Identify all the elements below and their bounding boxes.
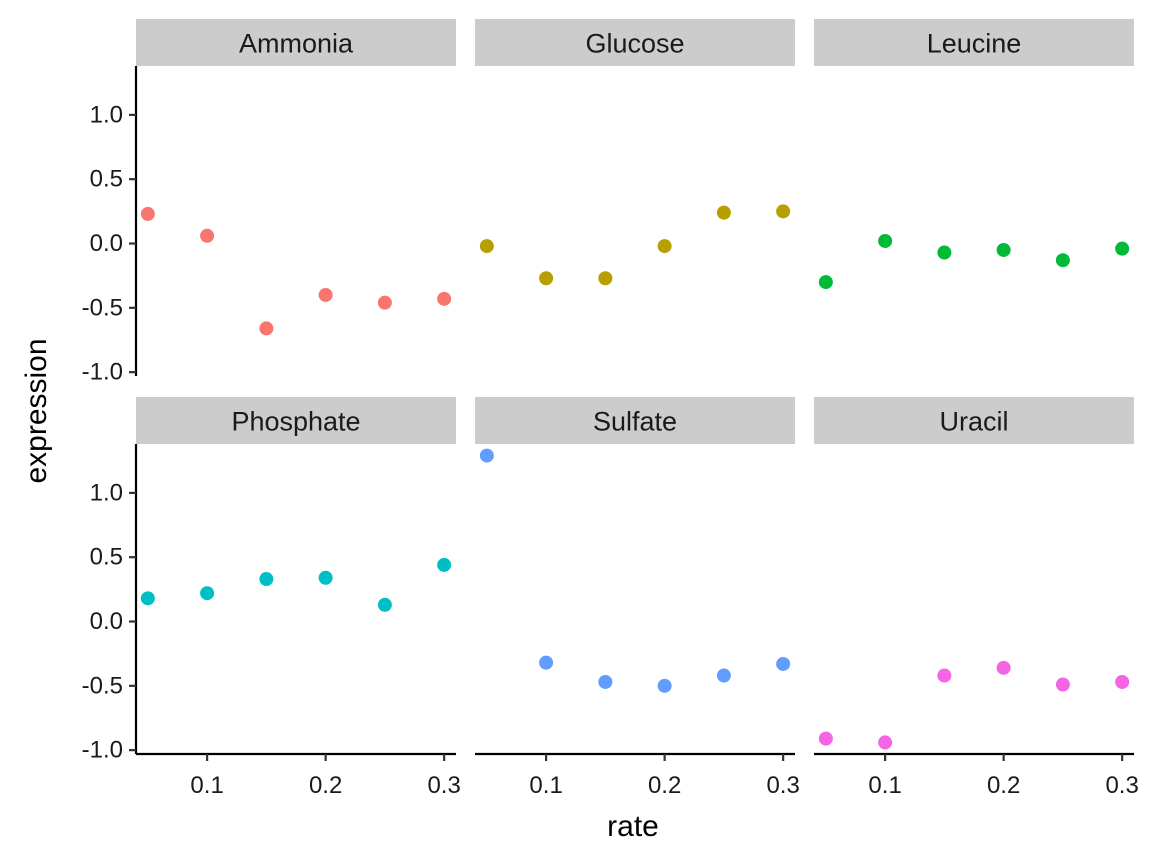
data-point-ammonia [200,228,215,243]
data-point-uracil [878,735,893,750]
data-point-glucose [539,271,554,286]
y-tick-label: 0.5 [90,166,123,193]
data-point-leucine [1115,241,1130,256]
data-point-ammonia [437,291,452,306]
facet-panel-phosphate: Phosphate -1.0 -0.5 0.0 0.5 1.0 0.1 0.2 0.3 [82,397,461,799]
y-axis-title: expression [20,338,53,483]
facet-strip-sulfate [475,397,795,444]
x-tick-label: 0.2 [987,772,1020,799]
facet-panel-sulfate: Sulfate 0.1 0.2 0.3 [475,397,800,799]
data-point-leucine [818,275,833,290]
data-point-ammonia [259,321,274,336]
facet-panels: Ammonia -1.0 -0.5 0.0 0.5 1.0 Glucose Leucine Ph… [82,19,1139,799]
data-point-uracil [937,668,952,683]
data-point-sulfate [479,448,494,463]
x-tick-label: 0.2 [648,772,681,799]
y-tick-label: -0.5 [82,294,123,321]
data-point-phosphate [200,586,215,601]
y-tick-label: 1.0 [90,479,123,506]
data-point-phosphate [140,591,155,606]
data-point-sulfate [716,668,731,683]
data-point-leucine [1055,253,1070,268]
data-point-uracil [818,731,833,746]
data-point-phosphate [377,597,392,612]
data-point-glucose [479,239,494,254]
facet-strip-label: Phosphate [231,407,360,437]
y-tick-label: 0.0 [90,230,123,257]
x-tick-label: 0.1 [868,772,901,799]
facet-panel-leucine: Leucine [814,19,1134,290]
x-axis-title: rate [607,810,659,843]
data-point-phosphate [318,570,333,585]
data-point-sulfate [539,655,554,670]
x-tick-label: 0.3 [1105,772,1138,799]
x-tick-label: 0.3 [427,772,460,799]
y-tick-label: -1.0 [82,359,123,386]
y-tick-label: -0.5 [82,672,123,699]
facet-panel-uracil: Uracil 0.1 0.2 0.3 [814,397,1139,799]
data-point-glucose [598,271,613,286]
data-point-sulfate [657,678,672,693]
x-tick-label: 0.1 [529,772,562,799]
y-tick-label: -1.0 [82,737,123,764]
x-tick-label: 0.2 [309,772,342,799]
facet-strip-ammonia [136,19,456,66]
facet-strip-label: Glucose [585,29,684,59]
data-point-glucose [716,205,731,220]
data-point-leucine [937,245,952,260]
facet-strip-label: Uracil [939,407,1008,437]
facet-strip-label: Sulfate [593,407,677,437]
data-point-leucine [878,233,893,248]
data-point-ammonia [318,287,333,302]
facet-strip-label: Leucine [927,29,1022,59]
facet-panel-ammonia: Ammonia -1.0 -0.5 0.0 0.5 1.0 [82,19,456,386]
data-point-uracil [1115,674,1130,689]
y-tick-label: 0.5 [90,544,123,571]
y-tick-label: 0.0 [90,608,123,635]
x-tick-label: 0.3 [766,772,799,799]
data-point-ammonia [140,206,155,221]
y-tick-label: 1.0 [90,101,123,128]
data-point-glucose [776,204,791,219]
facet-strip-phosphate [136,397,456,444]
data-point-uracil [996,660,1011,675]
facet-strip-leucine [814,19,1134,66]
data-point-sulfate [776,656,791,671]
x-tick-label: 0.1 [190,772,223,799]
data-point-phosphate [259,572,274,587]
facet-strip-uracil [814,397,1134,444]
data-point-sulfate [598,674,613,689]
data-point-glucose [657,239,672,254]
data-point-ammonia [377,295,392,310]
data-point-uracil [1055,677,1070,692]
facet-panel-glucose: Glucose [475,19,795,286]
data-point-leucine [996,242,1011,257]
data-point-phosphate [437,557,452,572]
facet-strip-glucose [475,19,795,66]
facet-strip-label: Ammonia [239,29,354,59]
